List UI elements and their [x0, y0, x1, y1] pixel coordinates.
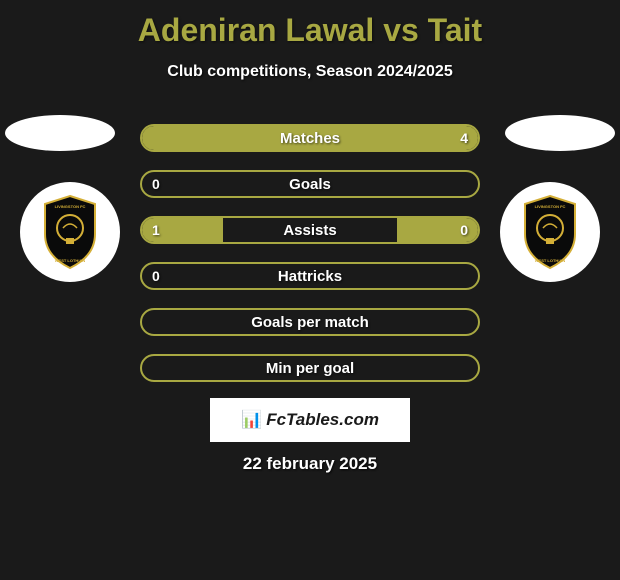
stat-row: Matches4 — [140, 124, 480, 152]
club-badge-right: LIVINGSTON FC WEST LOTHIAN — [500, 182, 600, 282]
stats-container: Matches4Goals0Assists10Hattricks0Goals p… — [140, 124, 480, 400]
date-text: 22 february 2025 — [0, 454, 620, 474]
chart-icon: 📊 — [241, 410, 262, 430]
branding-box: 📊 FcTables.com — [210, 398, 410, 442]
club-badge-left: LIVINGSTON FC WEST LOTHIAN — [20, 182, 120, 282]
stat-row: Goals0 — [140, 170, 480, 198]
stat-value-right: 0 — [460, 218, 468, 242]
player-silhouette-left — [5, 115, 115, 151]
stat-label: Min per goal — [142, 356, 478, 380]
stat-row: Assists1 0 — [140, 216, 480, 244]
shield-icon: LIVINGSTON FC WEST LOTHIAN — [39, 194, 101, 270]
stat-value-left: 0 — [152, 264, 160, 288]
svg-text:LIVINGSTON FC: LIVINGSTON FC — [535, 204, 566, 209]
branding-text: FcTables.com — [266, 410, 379, 430]
shield-icon: LIVINGSTON FC WEST LOTHIAN — [519, 194, 581, 270]
stat-label: Assists — [142, 218, 478, 242]
stat-row: Goals per match — [140, 308, 480, 336]
stat-row: Min per goal — [140, 354, 480, 382]
stat-value-left: 0 — [152, 172, 160, 196]
subtitle: Club competitions, Season 2024/2025 — [0, 63, 620, 81]
stat-label: Hattricks — [142, 264, 478, 288]
stat-label: Matches — [142, 126, 478, 150]
stat-label: Goals per match — [142, 310, 478, 334]
svg-text:WEST LOTHIAN: WEST LOTHIAN — [55, 258, 86, 263]
page-title: Adeniran Lawal vs Tait — [0, 0, 620, 49]
stat-row: Hattricks0 — [140, 262, 480, 290]
player-silhouette-right — [505, 115, 615, 151]
stat-value-right: 4 — [460, 126, 468, 150]
stat-label: Goals — [142, 172, 478, 196]
stat-value-left: 1 — [152, 218, 160, 242]
svg-text:LIVINGSTON FC: LIVINGSTON FC — [55, 204, 86, 209]
svg-text:WEST LOTHIAN: WEST LOTHIAN — [535, 258, 566, 263]
